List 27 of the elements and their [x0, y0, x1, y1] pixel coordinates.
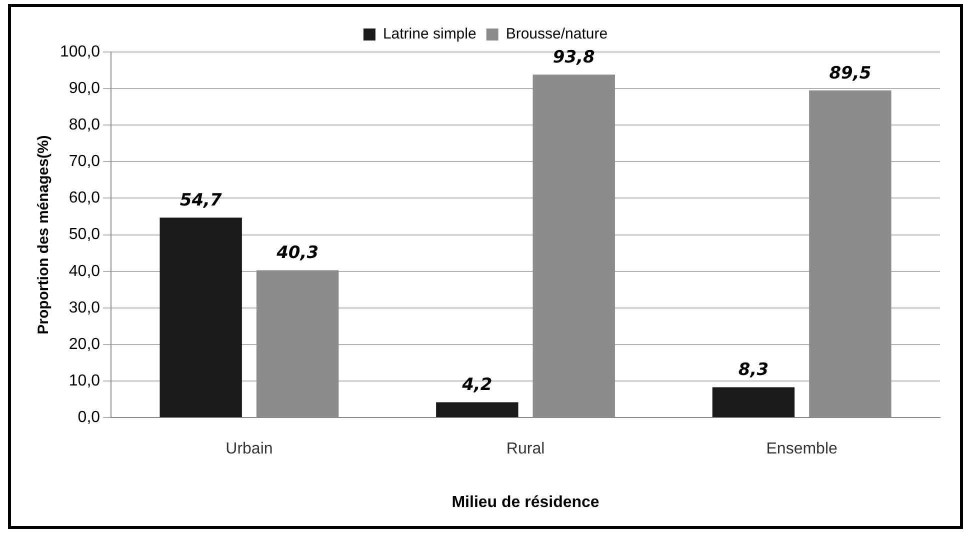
y-tick-label: 50,0	[68, 226, 100, 244]
y-tick-label: 60,0	[68, 190, 100, 207]
data-label: 4,2	[461, 375, 492, 396]
legend-label: Brousse/nature	[506, 26, 608, 43]
x-axis-title: Milieu de résidence	[452, 494, 600, 511]
data-label: 40,3	[276, 243, 319, 264]
data-label: 93,8	[552, 48, 596, 68]
y-tick-label: 90,0	[68, 80, 100, 97]
y-tick-label: 0,0	[78, 409, 100, 426]
y-tick-label: 70,0	[68, 153, 100, 170]
x-tick-label: Urbain	[226, 440, 273, 458]
data-label: 8,3	[738, 360, 769, 380]
x-tick-label: Rural	[506, 440, 545, 458]
x-tick-label: Ensemble	[766, 440, 838, 458]
data-label: 54,7	[180, 190, 222, 211]
bar	[712, 387, 795, 418]
bar	[160, 218, 242, 418]
y-tick-label: 10,0	[68, 372, 100, 390]
y-tick-label: 100,0	[60, 43, 100, 60]
legend-label: Latrine simple	[382, 26, 476, 43]
y-tick-label: 20,0	[68, 336, 100, 353]
y-tick-label: 40,0	[68, 262, 100, 280]
data-label: 89,5	[829, 63, 872, 84]
y-tick-label: 30,0	[68, 299, 100, 316]
bar	[436, 402, 518, 418]
y-axis-title: Proportion des ménages(%)	[35, 135, 52, 334]
y-tick-label: 80,0	[68, 116, 100, 134]
